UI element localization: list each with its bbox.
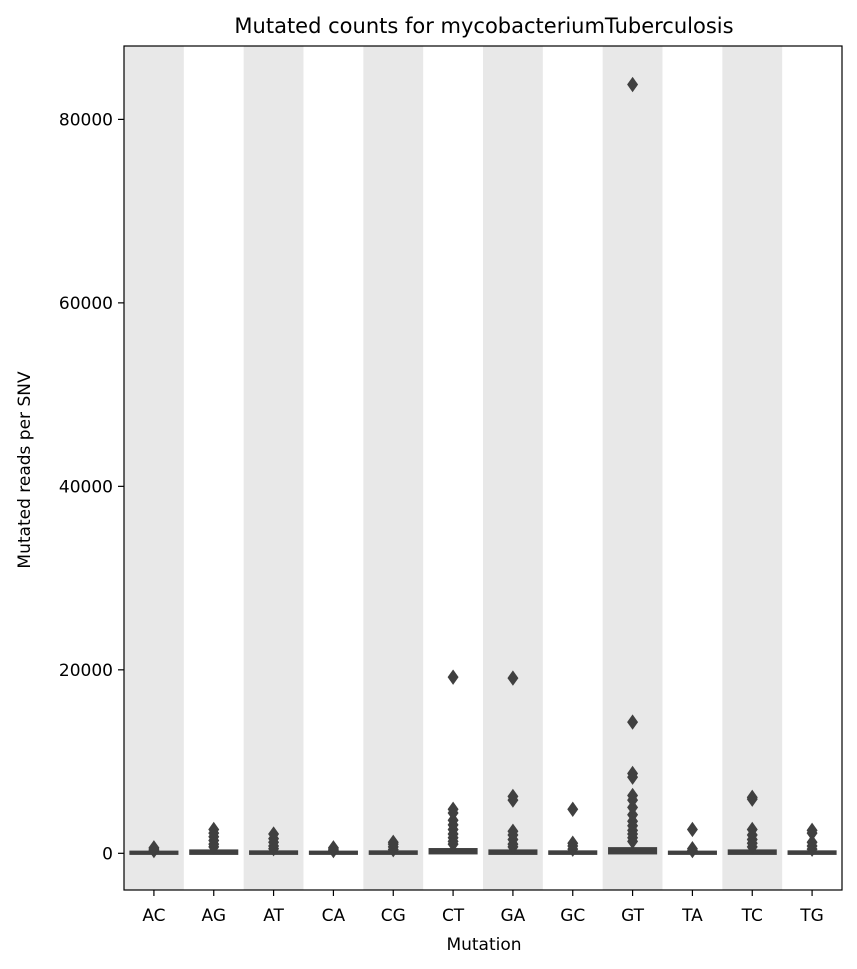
band-at <box>243 46 304 890</box>
box-series <box>129 76 837 859</box>
band-tc <box>722 46 783 890</box>
outlier-point <box>268 826 280 842</box>
outlier-point <box>806 834 818 850</box>
outlier-point <box>447 669 459 685</box>
category-bands <box>124 46 783 890</box>
chart-title: Mutated counts for mycobacteriumTubercul… <box>234 14 733 38</box>
outlier-point <box>507 670 519 686</box>
band-gt <box>602 46 663 890</box>
outlier-point <box>507 788 519 805</box>
x-tick-label: GA <box>501 906 526 926</box>
x-tick-label: GC <box>560 906 585 926</box>
x-tick-label: AT <box>263 906 284 926</box>
outlier-point <box>567 835 579 851</box>
x-tick-label: TG <box>799 906 824 926</box>
x-tick-label: AC <box>142 906 165 926</box>
outlier-point <box>686 841 698 857</box>
outlier-point <box>507 823 519 839</box>
x-tick-label: AG <box>201 906 226 926</box>
box-gt <box>608 76 658 855</box>
x-tick-label: CA <box>322 906 346 926</box>
x-tick-label: GT <box>621 906 645 926</box>
y-tick-label: 60000 <box>59 294 113 314</box>
x-tick-label: CG <box>381 906 406 926</box>
box-ta <box>667 821 717 859</box>
outlier-point <box>447 801 459 817</box>
outlier-point <box>627 787 639 804</box>
y-axis: 0 20000 40000 60000 80000 <box>59 110 124 864</box>
box-cg <box>368 834 418 858</box>
plot-frame <box>123 45 843 891</box>
outlier-point <box>567 801 579 817</box>
y-tick-label: 0 <box>102 844 113 864</box>
box-ac <box>129 840 179 859</box>
box-ag <box>189 821 239 855</box>
outlier-point <box>627 76 639 93</box>
outlier-point <box>686 821 698 838</box>
outlier-point <box>627 765 639 782</box>
y-tick-label: 40000 <box>59 477 113 497</box>
x-axis-label: Mutation <box>446 935 521 955</box>
x-tick-label: TC <box>741 906 763 926</box>
y-tick-label: 80000 <box>59 110 113 130</box>
box-ca <box>308 840 358 859</box>
band-ga <box>483 46 543 890</box>
outlier-point <box>327 840 339 856</box>
x-tick-label: TA <box>681 906 703 926</box>
box-gc <box>548 801 598 857</box>
y-axis-label: Mutated reads per SNV <box>15 371 35 569</box>
box-tg <box>787 822 837 857</box>
x-tick-label: CT <box>442 906 465 926</box>
band-ac <box>124 46 184 890</box>
outlier-point <box>746 821 758 838</box>
outlier-point <box>208 821 220 838</box>
box-at <box>249 826 299 857</box>
outlier-point <box>746 789 758 806</box>
box-ga <box>488 670 538 855</box>
outlier-point <box>806 822 818 839</box>
box-ct <box>428 669 478 855</box>
box-tc <box>727 789 777 855</box>
band-cg <box>363 46 424 890</box>
x-axis: AC AG AT CA CG CT GA GC GT TA TC TG <box>142 890 824 926</box>
outlier-point <box>627 714 639 730</box>
outlier-point <box>387 834 399 850</box>
y-tick-label: 20000 <box>59 661 113 681</box>
outlier-point <box>148 840 160 856</box>
